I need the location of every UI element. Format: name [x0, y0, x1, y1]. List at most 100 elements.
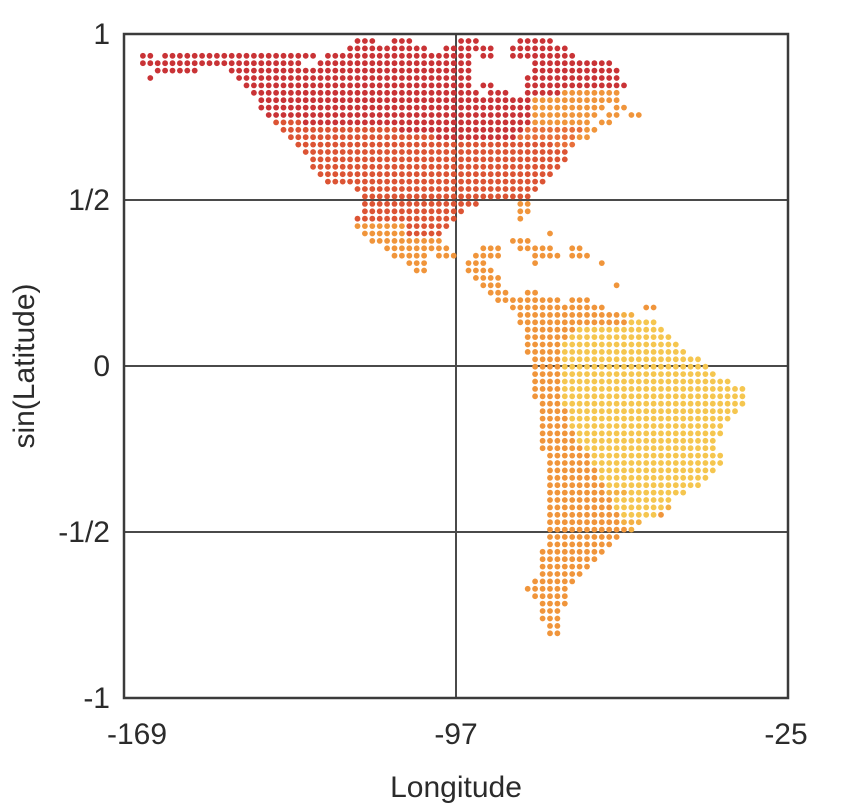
map-dot: [561, 467, 568, 474]
map-dot: [613, 482, 620, 489]
map-dot: [665, 504, 672, 511]
map-dot: [643, 460, 650, 466]
map-dot: [547, 356, 553, 363]
map-dot: [421, 52, 427, 59]
map-dot: [621, 341, 627, 348]
map-dot: [443, 119, 450, 126]
map-dot: [650, 378, 657, 385]
map-dot: [658, 467, 664, 474]
map-dot: [554, 556, 561, 563]
map-dot: [362, 60, 368, 67]
map-dot: [724, 386, 731, 392]
map-dot: [228, 67, 235, 74]
map-dot: [613, 430, 620, 437]
map-dot: [695, 371, 701, 377]
map-dot: [517, 141, 524, 148]
map-dot: [606, 519, 613, 526]
map-dot: [458, 178, 464, 185]
map-dot: [391, 126, 398, 133]
map-dot: [628, 400, 635, 407]
map-dot: [487, 275, 494, 281]
map-dot: [672, 341, 679, 348]
map-dot: [413, 126, 420, 133]
map-dot: [428, 215, 435, 222]
map-dot: [709, 378, 716, 385]
map-dot: [524, 134, 531, 141]
map-dot: [576, 504, 583, 511]
map-dot: [613, 504, 620, 511]
map-dot: [547, 104, 553, 111]
map-dot: [369, 171, 376, 178]
map-dot: [606, 445, 613, 452]
map-dot: [450, 97, 457, 104]
map-dot: [495, 178, 501, 185]
map-dot: [443, 193, 450, 200]
map-dot: [487, 171, 494, 178]
map-dot: [621, 460, 627, 466]
map-dot: [517, 45, 524, 52]
map-dot: [480, 119, 487, 126]
map-dot: [302, 75, 309, 81]
map-dot: [532, 289, 538, 296]
map-dot: [436, 178, 442, 185]
map-dot: [443, 112, 450, 118]
map-dot: [421, 267, 427, 274]
map-dot: [658, 356, 664, 363]
map-dot: [658, 363, 664, 370]
map-dot: [628, 356, 635, 363]
map-dot: [362, 52, 368, 59]
map-dot: [606, 460, 613, 466]
map-dot: [576, 526, 583, 533]
map-dot: [413, 82, 420, 89]
map-dot: [702, 415, 709, 422]
map-dot: [591, 75, 598, 81]
map-dot: [576, 548, 583, 555]
map-dot: [665, 393, 672, 400]
map-dot: [450, 134, 457, 141]
map-dot: [524, 52, 531, 59]
map-dot: [406, 245, 413, 252]
map-dot: [517, 171, 524, 178]
map-dot: [391, 45, 398, 52]
map-dot: [613, 319, 620, 326]
map-dot: [584, 371, 590, 377]
map-dot: [443, 104, 450, 111]
map-dot: [584, 126, 590, 133]
map-dot: [332, 171, 339, 178]
map-dot: [532, 149, 538, 155]
map-dot: [672, 371, 679, 377]
map-dot: [465, 156, 472, 163]
map-dot: [665, 400, 672, 407]
map-dot: [399, 38, 405, 44]
map-dot: [436, 186, 442, 192]
map-dot: [517, 193, 524, 200]
map-dot: [591, 474, 598, 481]
map-dot: [680, 430, 687, 437]
map-dot: [613, 460, 620, 466]
map-dot: [399, 134, 405, 141]
map-dot: [658, 504, 664, 511]
map-dot: [465, 149, 472, 155]
map-dot: [458, 186, 464, 192]
map-dot: [480, 171, 487, 178]
map-dot: [369, 82, 376, 89]
map-dot: [561, 556, 568, 563]
map-dot: [376, 45, 383, 52]
map-dot: [539, 312, 546, 318]
map-dot: [399, 156, 405, 163]
map-dot: [584, 541, 590, 548]
map-dot: [665, 378, 672, 385]
map-dot: [177, 60, 183, 67]
map-dot: [576, 349, 583, 355]
map-dot: [310, 67, 316, 74]
map-dot: [591, 467, 598, 474]
map-dot: [354, 215, 361, 222]
map-dot: [421, 238, 427, 244]
map-dot: [406, 75, 413, 81]
map-dot: [547, 297, 553, 303]
map-dot: [561, 304, 568, 311]
map-dot: [347, 97, 353, 104]
map-dot: [369, 38, 376, 44]
map-dot: [598, 415, 605, 422]
map-dot: [339, 97, 346, 104]
